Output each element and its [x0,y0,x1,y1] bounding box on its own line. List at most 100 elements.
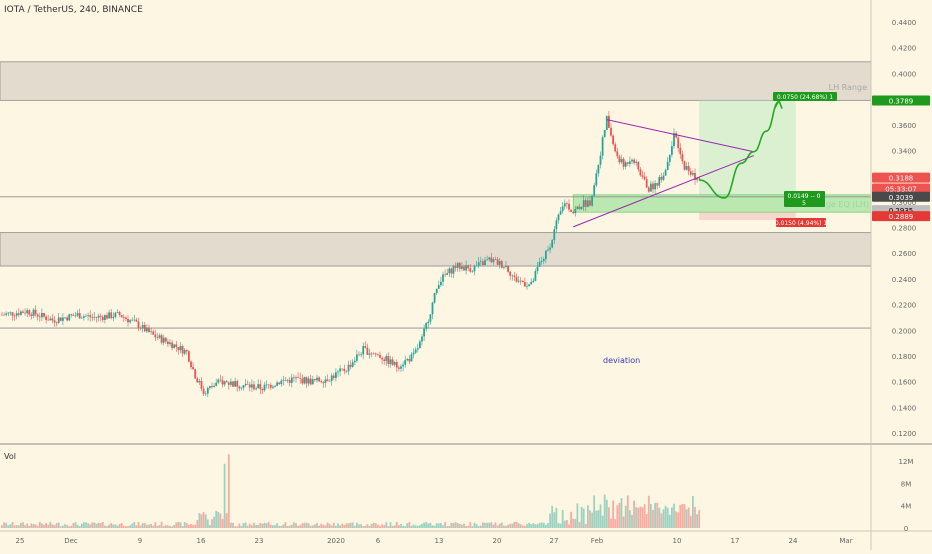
candle-body [547,249,549,251]
projection-path[interactable] [699,100,780,199]
candle-body [540,260,543,262]
candle-body [652,183,654,190]
volume-bar [467,525,470,528]
volume-bar [267,521,270,528]
volume-bar [572,518,575,528]
candle-body [351,362,354,367]
volume-bar [164,524,167,528]
volume-bar [341,523,344,528]
volume-bar [181,526,184,528]
time-tick-12: 17 [731,537,740,545]
triangle-upper-line[interactable] [606,119,754,153]
candle-body [362,346,365,355]
volume-bar [139,525,142,528]
candle-body [257,384,260,389]
candle-body [87,315,89,316]
candle-body [414,349,417,353]
candle-body [137,321,140,329]
volume-bar [171,526,173,528]
volume-bar [377,524,379,528]
volume-bar [297,525,299,528]
volume-bar [238,523,241,528]
candle-body [11,312,14,316]
volume-bar [446,526,449,528]
volume-axis[interactable]: 12M 8M 4M 0 [899,458,914,533]
volume-bar [511,523,514,528]
volume-bar [349,522,352,528]
volume-bar [652,509,654,528]
volume-bar [410,525,413,528]
candle-body [328,380,331,382]
candle-body [303,377,306,384]
candle-body [272,386,274,388]
triangle-lower-line[interactable] [573,155,754,228]
candle-body [662,175,665,180]
candle-body [389,359,392,365]
candle-body [624,162,627,167]
candle-body [267,384,270,386]
candle-body [32,309,35,316]
candle-body [274,385,276,387]
candle-body [448,268,451,274]
candle-body [599,155,602,165]
candle-body [616,151,619,157]
volume-bar [116,525,119,528]
volume-bar [542,522,545,528]
candle-body [484,260,486,265]
time-tick-13: 24 [789,537,798,545]
volume-bar [89,524,92,528]
candle-body [154,334,157,338]
volume-bar [385,522,388,528]
time-tick-5: 2020 [327,537,345,545]
candle-body [461,266,463,269]
candle-body [419,341,421,349]
volume-bar [311,525,314,528]
candle-body [597,164,600,174]
candle-body [99,315,102,317]
volume-bar [626,495,629,528]
volume-bar [610,518,612,528]
volume-bar [692,496,694,528]
volume-bar [293,522,295,528]
volume-bar [624,505,627,528]
candle-body [368,353,371,355]
volume-bar [246,525,249,528]
time-axis[interactable]: 25 Dec 9 16 23 2020 6 13 20 27 Feb 10 17 24 Mar [16,537,853,545]
volume-bar [637,507,640,528]
candle-body [320,381,323,383]
price-tag-text-2: 05:33:07 [885,185,916,193]
volume-bar [419,525,421,528]
candle-body [561,206,564,212]
volume-bar [570,511,572,528]
candle-body [694,173,696,180]
volume-bar [673,503,675,528]
candle-body [595,173,598,186]
volume-bar [372,522,375,528]
candle-body [452,266,455,274]
volume-bar [513,522,516,528]
volume-bar [360,524,362,528]
candle-body [196,378,199,383]
candle-body [335,372,337,378]
candle-body [76,313,79,316]
volume-bar [433,525,436,528]
time-tick-3: 16 [197,537,206,545]
volume-bar [463,523,465,528]
candle-body [545,250,547,259]
volume-bar [288,525,291,528]
volume-bar [608,507,610,528]
candle-body [251,384,253,388]
volume-bar [374,523,377,528]
volume-bar [488,522,491,528]
volume-tick-1: 8M [901,480,912,488]
time-tick-9: 27 [550,537,559,545]
volume-bar [286,526,289,528]
volume-bar [456,523,459,528]
candle-body [473,266,476,272]
volume-bar [395,522,398,528]
volume-bar [196,520,199,528]
volume-bar [190,523,192,528]
candle-body [41,312,43,318]
volume-bar [194,524,197,528]
